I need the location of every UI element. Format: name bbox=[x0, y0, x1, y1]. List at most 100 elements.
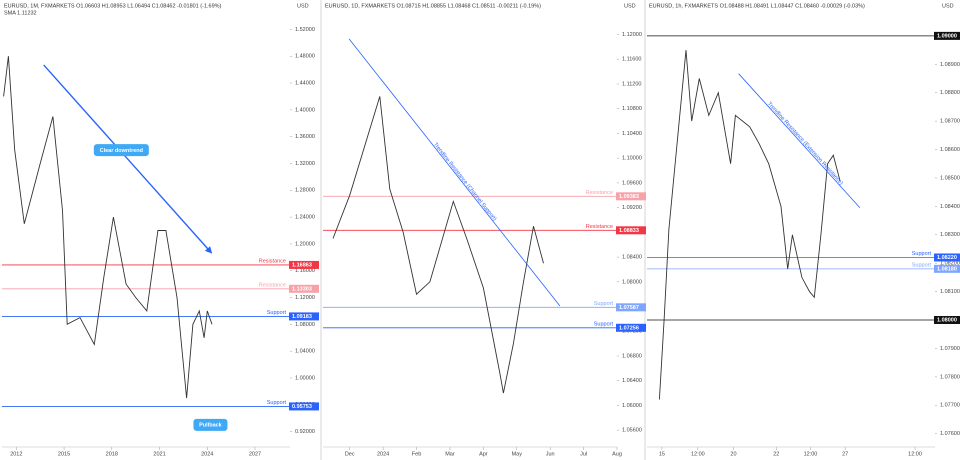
price-line bbox=[658, 50, 841, 400]
level-tag-label: 1.08833 bbox=[619, 228, 639, 234]
y-tick-label: 1.08400 bbox=[940, 204, 960, 210]
y-tick-label: 1.08400 bbox=[622, 255, 642, 261]
currency-label: USD bbox=[942, 3, 954, 9]
y-tick-label: 1.16000 bbox=[295, 268, 315, 274]
level-name: Support bbox=[267, 310, 287, 316]
level-name: Resistance bbox=[586, 224, 613, 230]
x-tick-label: 2024 bbox=[377, 451, 389, 457]
y-tick-label: 1.04000 bbox=[295, 349, 315, 355]
y-tick-label: 1.20000 bbox=[295, 241, 315, 247]
x-tick-label: Jul bbox=[580, 451, 587, 457]
level-tag bbox=[616, 192, 646, 201]
x-tick-label: 2027 bbox=[249, 451, 261, 457]
y-tick-label: 1.11200 bbox=[622, 81, 641, 87]
level-tag-label: 1.16863 bbox=[292, 263, 312, 269]
y-tick-label: 1.08100 bbox=[940, 289, 960, 295]
chart-title: EURUSD, 1D, FXMARKETS O1.08715 H1.08855 … bbox=[325, 3, 541, 9]
y-tick-label: 1.08600 bbox=[940, 147, 960, 153]
level-name: Resistance bbox=[259, 258, 286, 264]
panel: EURUSD, 1h, FXMARKETS O1.08488 H1.08491 … bbox=[647, 3, 960, 457]
x-tick-label: Dec bbox=[345, 451, 355, 457]
level-name: Support bbox=[912, 251, 932, 257]
level-tag-label: 1.08220 bbox=[937, 255, 957, 261]
y-tick-label: 1.08200 bbox=[940, 261, 960, 267]
x-tick-label: 2024 bbox=[201, 451, 213, 457]
trendline-label: Trendline Resistance (Extension Resistan… bbox=[766, 101, 844, 186]
currency-label: USD bbox=[624, 3, 636, 9]
callout bbox=[93, 144, 149, 157]
y-tick-label: 1.10800 bbox=[622, 106, 642, 112]
level-tag-label: 1.13303 bbox=[292, 287, 312, 293]
x-tick-label: 20 bbox=[730, 451, 736, 457]
y-tick-label: 1.11600 bbox=[622, 57, 641, 63]
y-tick-label: 1.44000 bbox=[295, 80, 315, 86]
level-tag bbox=[289, 260, 319, 269]
y-tick-label: 1.32000 bbox=[295, 161, 315, 167]
y-tick-label: 1.24000 bbox=[295, 215, 315, 221]
chart-title: EURUSD, 1h, FXMARKETS O1.08488 H1.08491 … bbox=[649, 3, 865, 9]
level-tag-label: 1.09383 bbox=[619, 194, 639, 200]
level-tag bbox=[616, 226, 646, 235]
callout-text: Clear downtrend bbox=[100, 148, 143, 154]
panel: EURUSD, 1D, FXMARKETS O1.08715 H1.08855 … bbox=[323, 3, 646, 457]
level-name: Resistance bbox=[586, 190, 613, 196]
x-tick-label: Apr bbox=[479, 451, 488, 457]
level-tag-label: 1.09183 bbox=[292, 314, 312, 320]
level-name: Resistance bbox=[259, 282, 286, 288]
level-name: Support bbox=[594, 301, 614, 307]
panel: EURUSD, 1M, FXMARKETS O1.06603 H1.08953 … bbox=[2, 3, 319, 457]
x-tick-label: 2012 bbox=[10, 451, 22, 457]
level-tag-label: 1.08000 bbox=[937, 318, 957, 324]
level-tag bbox=[934, 264, 960, 273]
x-tick-label: May bbox=[512, 451, 523, 457]
y-tick-label: 1.06000 bbox=[622, 403, 642, 409]
y-tick-label: 1.07600 bbox=[940, 431, 960, 437]
trendline-label: Trendline Resistance (Channel Support) bbox=[432, 142, 498, 223]
level-tag-label: 1.07256 bbox=[619, 326, 639, 332]
y-tick-label: 1.08000 bbox=[622, 279, 642, 285]
level-tag-label: 0.95753 bbox=[292, 404, 312, 410]
y-tick-label: 1.08300 bbox=[940, 232, 960, 238]
trendline bbox=[348, 38, 561, 307]
y-tick-label: 1.08500 bbox=[940, 175, 960, 181]
x-tick-label: 2021 bbox=[153, 451, 165, 457]
level-tag bbox=[289, 284, 319, 293]
y-tick-label: 1.00000 bbox=[295, 375, 315, 381]
x-tick-label: 12:00 bbox=[804, 451, 818, 457]
x-tick-label: 27 bbox=[842, 451, 848, 457]
level-tag bbox=[616, 323, 646, 332]
y-tick-label: 1.07900 bbox=[940, 346, 960, 352]
level-tag-label: 1.07587 bbox=[619, 305, 639, 311]
trendline bbox=[738, 73, 861, 209]
x-tick-label: 15 bbox=[659, 451, 665, 457]
level-tag bbox=[616, 303, 646, 312]
level-tag bbox=[289, 402, 319, 411]
y-tick-label: 1.48000 bbox=[295, 54, 315, 60]
y-tick-label: 1.09600 bbox=[622, 180, 642, 186]
level-tag-label: 1.09000 bbox=[937, 34, 957, 40]
level-name: Support bbox=[912, 262, 932, 268]
x-tick-label: 2018 bbox=[106, 451, 118, 457]
level-tag bbox=[289, 312, 319, 321]
callout-text: Pullback bbox=[199, 423, 223, 429]
x-tick-label: 2015 bbox=[58, 451, 70, 457]
y-tick-label: 1.10400 bbox=[622, 131, 642, 137]
level-tag bbox=[934, 31, 960, 40]
level-tag bbox=[934, 315, 960, 324]
currency-label: USD bbox=[297, 3, 309, 9]
x-tick-label: Aug bbox=[612, 451, 622, 457]
y-tick-label: 1.40000 bbox=[295, 107, 315, 113]
y-tick-label: 0.92000 bbox=[295, 429, 315, 435]
x-tick-label: 22 bbox=[773, 451, 779, 457]
y-tick-label: 1.28000 bbox=[295, 188, 315, 194]
y-tick-label: 1.10000 bbox=[622, 156, 642, 162]
level-name: Support bbox=[267, 400, 287, 406]
y-tick-label: 1.06800 bbox=[622, 353, 642, 359]
y-tick-label: 1.06400 bbox=[622, 378, 642, 384]
callout bbox=[193, 418, 228, 431]
y-tick-label: 1.05600 bbox=[622, 428, 642, 434]
trendline bbox=[43, 64, 213, 254]
y-tick-label: 1.12000 bbox=[295, 295, 315, 301]
price-line bbox=[332, 96, 544, 394]
